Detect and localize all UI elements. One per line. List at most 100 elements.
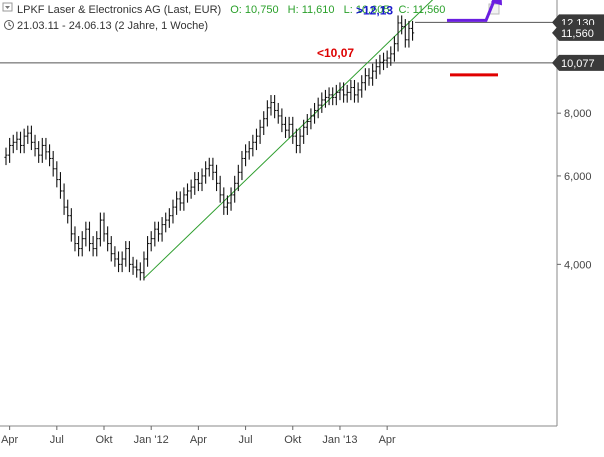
ohlc-bar (66, 199, 70, 224)
ohlc-bar (77, 236, 81, 257)
ohlc-bar (102, 212, 106, 242)
ohlc-bar (214, 164, 219, 192)
ohlc-bar (37, 141, 41, 163)
clock-icon (4, 20, 14, 30)
ohlc-bar (211, 157, 215, 181)
ohlc-bar (320, 92, 324, 113)
support-tag-label: 10,077 (561, 58, 595, 70)
ohlc-bar (116, 251, 121, 273)
upside-annotation: >12,13 (356, 3, 393, 17)
ohlc-bar (229, 187, 233, 211)
ohlc-bar (178, 191, 182, 211)
x-tick-label: Jul (239, 434, 253, 446)
last-price-tag-label: 11,560 (561, 28, 594, 40)
ohlc-bar (222, 187, 226, 215)
ohlc-bar (73, 226, 77, 252)
ohlc-bar (240, 150, 244, 181)
ohlc-bar (185, 183, 190, 203)
clock-hands (8, 22, 12, 27)
ohlc-bar (349, 79, 353, 101)
ohlc-bar (164, 212, 168, 233)
ohlc-bar (334, 84, 338, 106)
ohlc-bar (131, 256, 135, 275)
x-tick-label: Okt (284, 434, 301, 446)
ohlc-bar (331, 87, 335, 106)
ohlc-bar (251, 134, 255, 157)
ohlc-bar (280, 108, 284, 133)
ohlc-bar (243, 144, 248, 167)
x-tick-label: Apr (379, 434, 396, 446)
ohlc-bar (18, 131, 23, 154)
ohlc-bar (269, 95, 273, 116)
ohlc-bar (26, 125, 30, 144)
ohlc-bar (392, 36, 397, 62)
ohlc-bar (124, 241, 128, 267)
ohlc-bar (294, 128, 298, 154)
ohlc-bar (352, 79, 357, 103)
ohlc-bar (287, 116, 291, 138)
annotations-layer: >12,13 <10,07 (317, 0, 502, 77)
ohlc-bar (400, 15, 404, 35)
ohlc-bar (145, 236, 150, 267)
ohlc-bar (109, 236, 113, 262)
breakout-arrowhead (491, 0, 502, 6)
ohlc-bar (44, 137, 48, 160)
ohlc-bar (341, 82, 346, 103)
ohlc-bar (233, 175, 237, 203)
ohlc-bar (378, 54, 382, 75)
ohlc-bar (389, 46, 393, 66)
ohlc-bar (236, 164, 240, 192)
x-tick-label: Apr (1, 434, 18, 446)
last-price-tag (552, 24, 604, 41)
ohlc-bar (254, 128, 259, 151)
ohlc-bar (360, 75, 364, 98)
x-tick-label: Jan '12 (134, 434, 169, 446)
ohlc-bar (374, 59, 378, 79)
ohlc-bar (160, 217, 164, 242)
ohlc-bar (182, 187, 186, 211)
ohlc-bar (175, 191, 179, 215)
ohlc-bar (207, 157, 211, 177)
ohlc-bar (410, 20, 415, 41)
breakout-arrow (447, 0, 496, 22)
x-tick-label: Okt (95, 434, 112, 446)
x-tick-label: Jul (50, 434, 64, 446)
ohlc-bar (312, 102, 317, 124)
ohlc-bar (135, 259, 139, 278)
ohlc-bar (51, 150, 55, 177)
ohlc-bar (106, 226, 110, 252)
ohlc-bar (356, 82, 360, 103)
x-tick-label: Jan '13 (322, 434, 357, 446)
y-tick-label: 8,000 (564, 108, 592, 120)
ohlc-bar (302, 119, 306, 144)
ohlc-bar (8, 137, 12, 163)
ohlc-bar (385, 50, 389, 68)
header-title: LPKF Laser & Electronics AG (Last, EUR) (17, 4, 221, 16)
ohlc-bar (305, 114, 309, 136)
ohlc-bar (47, 144, 52, 167)
ohlc-bar (149, 231, 153, 252)
ohlc-bar (98, 212, 102, 247)
ohlc-bar (33, 134, 37, 157)
ohlc-bar (367, 68, 371, 86)
ohlc-bar (29, 125, 34, 151)
ohlc-bar (80, 231, 84, 257)
ohlc-bar (11, 134, 15, 154)
header-high: H: 11,610 (288, 4, 335, 16)
ohlc-bar (262, 111, 266, 136)
chart-header: LPKF Laser & Electronics AG (Last, EUR) … (2, 2, 500, 32)
ohlc-bar (265, 100, 269, 127)
ohlc-bar (69, 208, 73, 242)
ohlc-bar (407, 20, 411, 48)
ohlc-bar (291, 116, 295, 144)
ohlc-bar (276, 102, 280, 124)
ohlc-bar (316, 97, 320, 119)
ohlc-bar (15, 131, 19, 151)
ohlc-bar (218, 175, 222, 203)
svg-text:LPKF Laser & Electronics AG (L: LPKF Laser & Electronics AG (Last, EUR) … (17, 4, 445, 16)
header-dropdown-icon (5, 6, 10, 9)
y-tick-label: 4,000 (564, 259, 592, 271)
date-range: 21.03.11 - 24.06.13 (2 Jahre, 1 Woche) (17, 20, 208, 32)
ohlc-bar (225, 195, 230, 215)
